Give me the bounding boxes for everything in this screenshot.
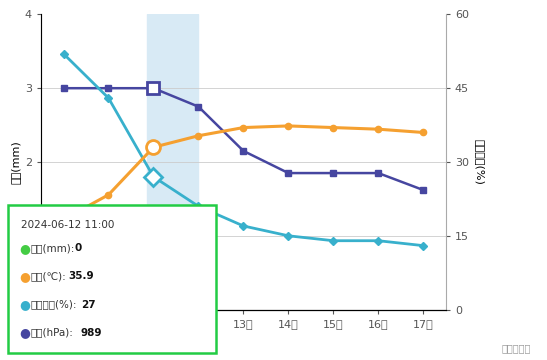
- Bar: [147, 14, 199, 310]
- Text: 2024-06-12 11:00: 2024-06-12 11:00: [21, 220, 114, 230]
- Text: 0: 0: [74, 243, 82, 253]
- Text: 降水(mm):: 降水(mm):: [31, 243, 75, 253]
- Text: 27: 27: [81, 300, 96, 310]
- Y-axis label: 降水(mm): 降水(mm): [11, 140, 21, 184]
- Text: ●: ●: [20, 270, 31, 283]
- Text: 35.9: 35.9: [68, 271, 94, 282]
- Text: ●: ●: [20, 298, 31, 311]
- Text: ●: ●: [20, 326, 31, 339]
- Text: 相对湿度(%):: 相对湿度(%):: [31, 300, 77, 310]
- Text: 气压(hPa):: 气压(hPa):: [31, 328, 73, 338]
- Text: 温度(℃):: 温度(℃):: [31, 271, 66, 282]
- Text: 989: 989: [81, 328, 102, 338]
- Y-axis label: 相对湿度(%): 相对湿度(%): [474, 139, 485, 185]
- Text: ●: ●: [20, 242, 31, 255]
- Text: 中央气象台: 中央气象台: [501, 343, 531, 354]
